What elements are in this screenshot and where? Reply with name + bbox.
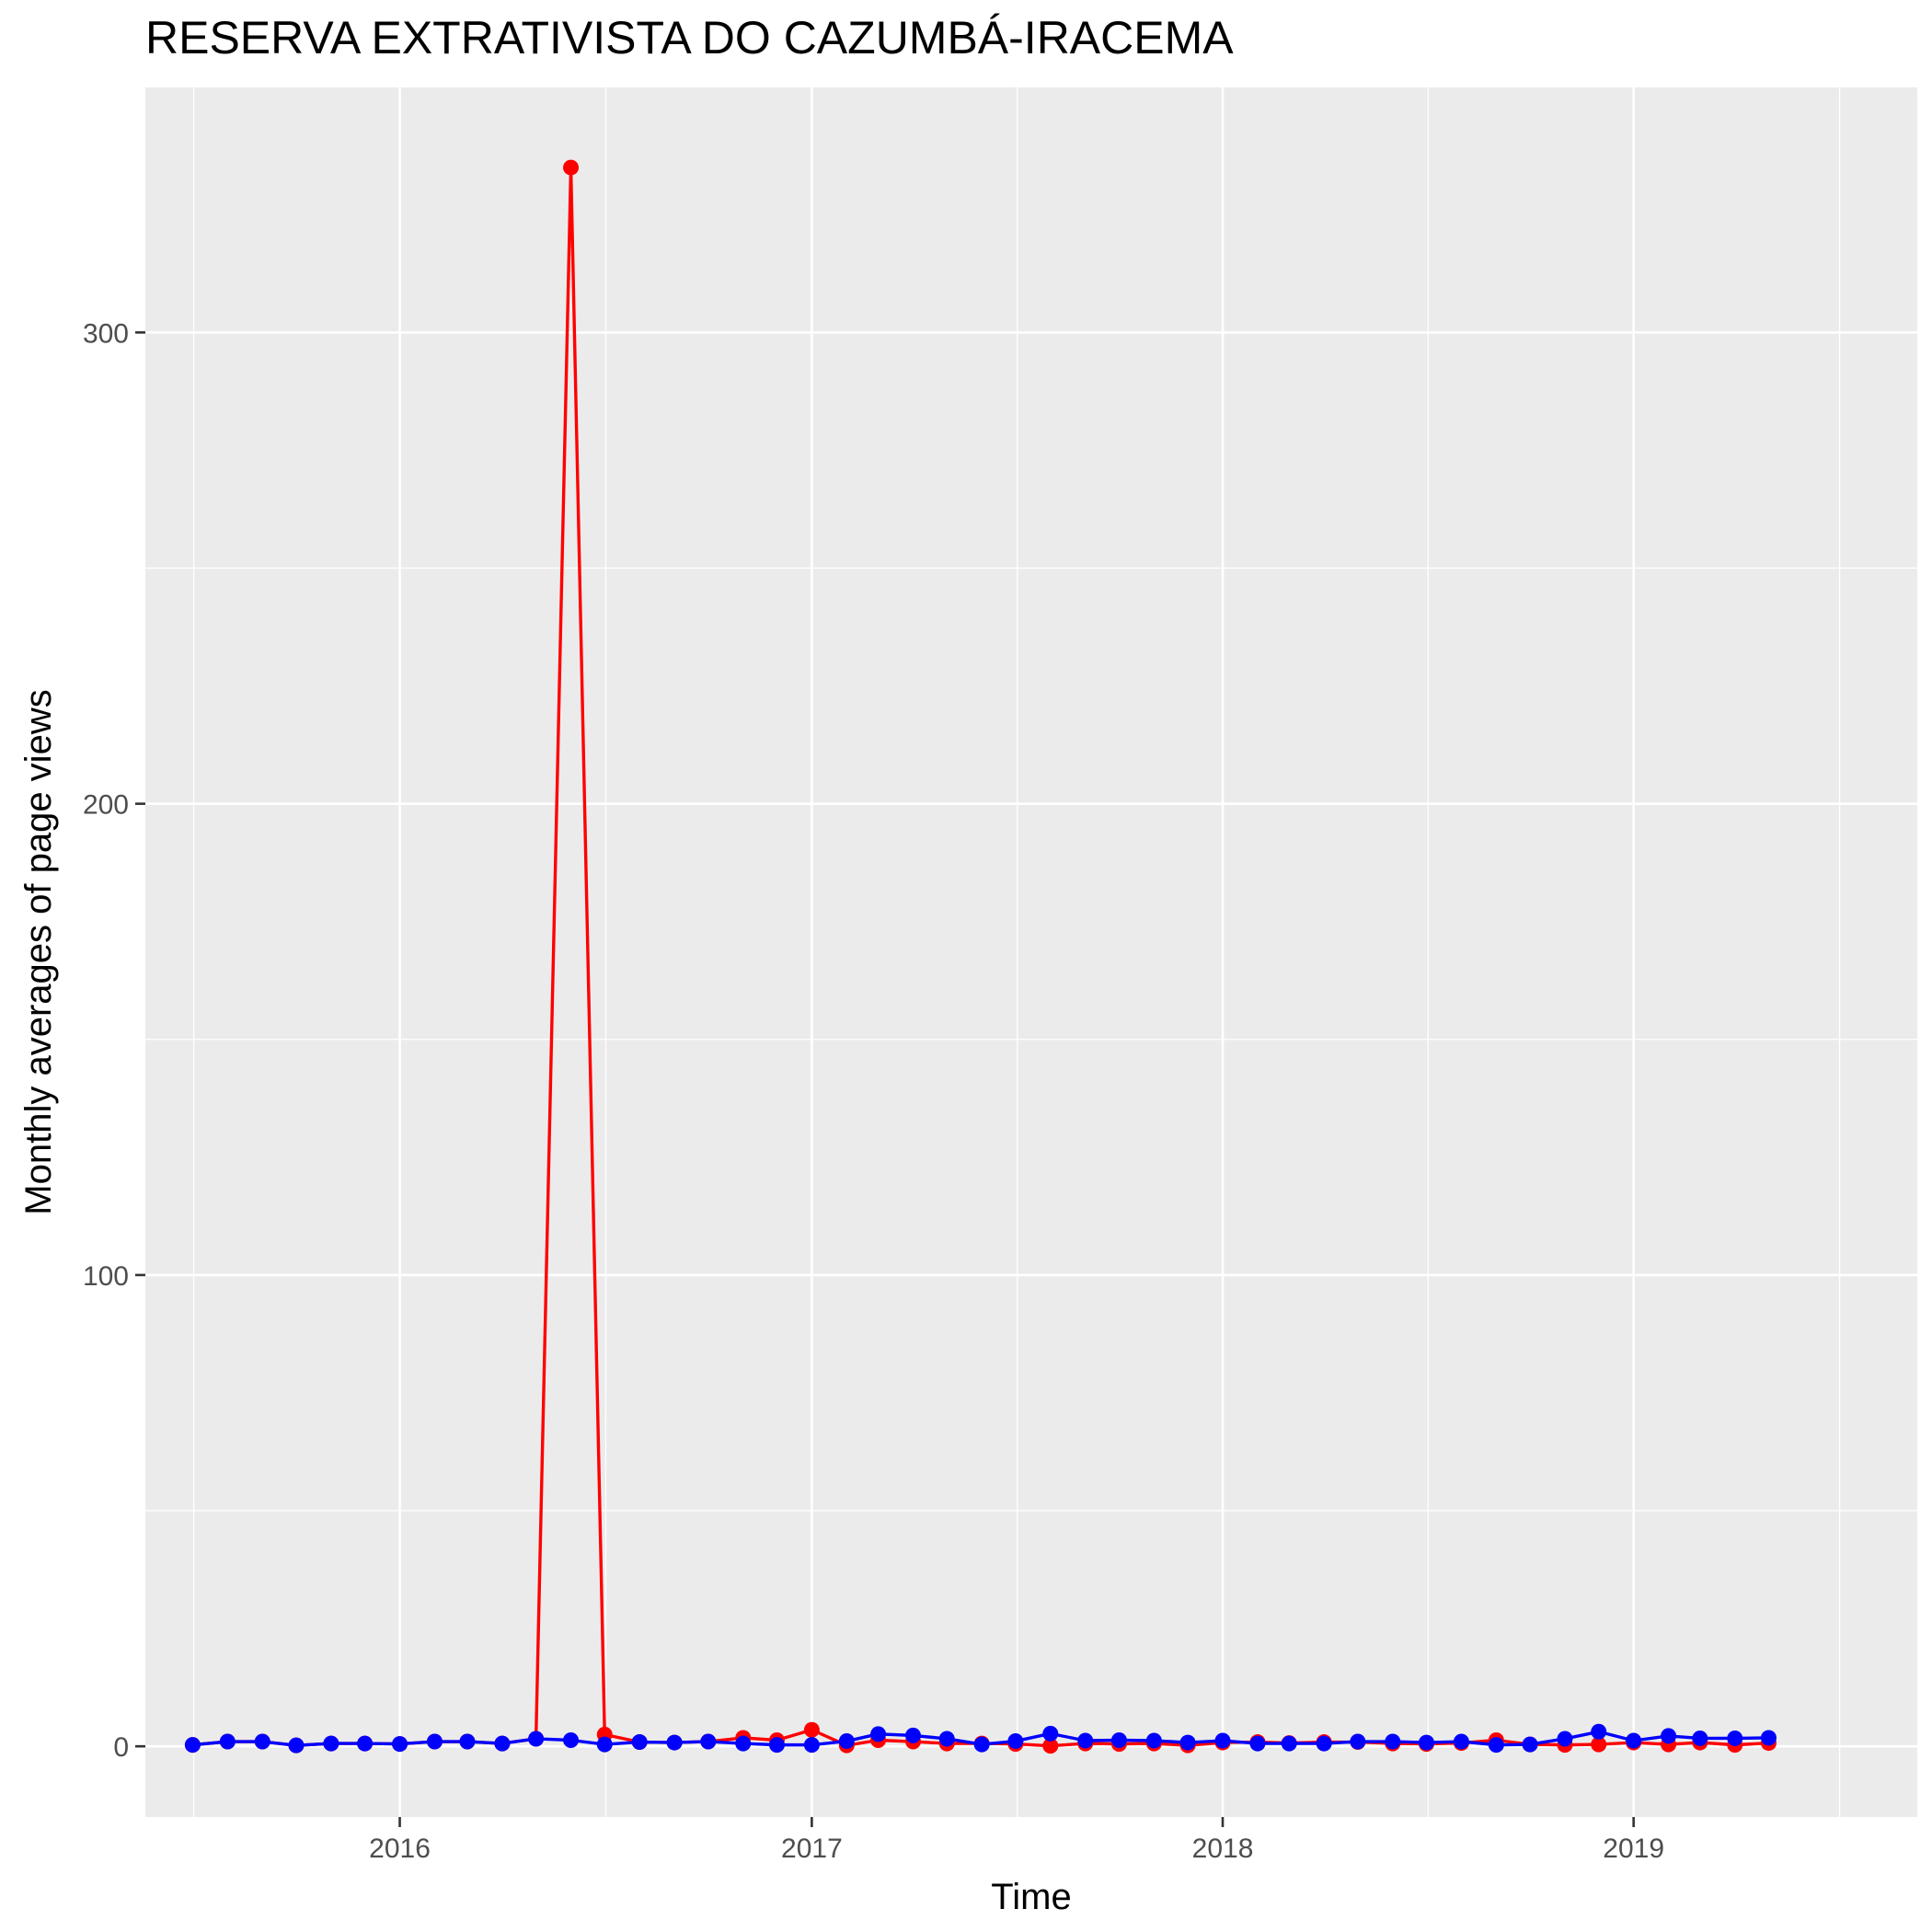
x-tick-label: 2019 bbox=[1603, 1834, 1664, 1864]
series-2-point bbox=[288, 1737, 305, 1754]
series-2-point bbox=[1418, 1734, 1434, 1751]
series-2-point bbox=[1042, 1725, 1059, 1742]
series-1-point bbox=[1591, 1736, 1607, 1753]
series-2-point bbox=[1110, 1732, 1127, 1749]
series-2-point bbox=[1077, 1732, 1094, 1749]
minor-gridlines bbox=[145, 87, 1917, 1817]
series-2-point bbox=[1692, 1730, 1708, 1746]
series-2-point bbox=[1661, 1728, 1677, 1744]
series-2-point bbox=[392, 1736, 408, 1753]
series-2-point bbox=[219, 1733, 236, 1750]
series-2-point bbox=[768, 1737, 785, 1754]
series-2-point bbox=[1522, 1736, 1538, 1753]
series-2-point bbox=[1316, 1735, 1332, 1752]
x-tick-label: 2016 bbox=[369, 1834, 431, 1864]
series-2-point bbox=[426, 1733, 443, 1750]
series-2-point bbox=[459, 1733, 476, 1750]
x-tick-label: 2018 bbox=[1192, 1834, 1254, 1864]
tick-labels: 0 100 200 300 2016 2017 2018 2019 bbox=[83, 318, 1664, 1864]
chart-title: RESERVA EXTRATIVISTA DO CAZUMBÁ-IRACEMA bbox=[145, 12, 1234, 63]
series-2-point bbox=[735, 1735, 752, 1752]
series-2-point bbox=[1249, 1735, 1266, 1752]
series-2-point bbox=[1145, 1732, 1162, 1749]
series-2-point bbox=[1626, 1732, 1642, 1749]
series-2-point bbox=[254, 1733, 270, 1750]
series-2-point bbox=[1350, 1733, 1366, 1750]
y-axis-title: Monthly averages of page views bbox=[18, 689, 59, 1214]
series-2-point bbox=[528, 1731, 545, 1747]
series-2-point bbox=[1727, 1730, 1743, 1746]
y-tick-label: 0 bbox=[113, 1732, 129, 1763]
series-2-point bbox=[973, 1736, 990, 1753]
series-1-point bbox=[563, 159, 580, 176]
plot-panel bbox=[145, 87, 1917, 1817]
series-1-point bbox=[803, 1721, 820, 1738]
axis-ticks bbox=[135, 331, 1635, 1827]
series-2-point bbox=[905, 1727, 922, 1743]
series-2-point bbox=[323, 1735, 339, 1752]
series-2-point bbox=[1488, 1737, 1504, 1754]
x-axis-title: Time bbox=[991, 1877, 1071, 1917]
y-tick-label: 200 bbox=[83, 790, 129, 821]
series-2-point bbox=[494, 1735, 511, 1752]
y-tick-label: 300 bbox=[83, 318, 129, 349]
y-tick-label: 100 bbox=[83, 1261, 129, 1292]
series-2-point bbox=[1557, 1731, 1573, 1747]
series-2-point bbox=[838, 1733, 855, 1750]
series-2-point bbox=[1179, 1734, 1196, 1751]
series-2-point bbox=[357, 1735, 374, 1752]
series-2-point bbox=[870, 1726, 887, 1742]
series-2-point bbox=[666, 1734, 683, 1751]
series-2-point bbox=[1591, 1723, 1607, 1740]
series-2-point bbox=[184, 1737, 201, 1754]
series-2-point bbox=[596, 1736, 613, 1753]
series-2-point bbox=[1214, 1732, 1231, 1749]
x-tick-label: 2017 bbox=[781, 1834, 843, 1864]
series-2-point bbox=[700, 1733, 717, 1750]
series-2-point bbox=[1385, 1733, 1401, 1750]
series-2-point bbox=[1007, 1733, 1024, 1750]
series-2-point bbox=[563, 1732, 580, 1749]
series-2-point bbox=[631, 1734, 648, 1751]
series-2-point bbox=[1760, 1730, 1777, 1746]
series-layer bbox=[184, 159, 1777, 1754]
series-2-point bbox=[1281, 1735, 1297, 1752]
series-2-point bbox=[938, 1731, 955, 1747]
series-2-point bbox=[1453, 1733, 1469, 1750]
series-2-point bbox=[803, 1737, 820, 1754]
series-1-point bbox=[1042, 1738, 1059, 1754]
series-2 bbox=[184, 1723, 1777, 1754]
